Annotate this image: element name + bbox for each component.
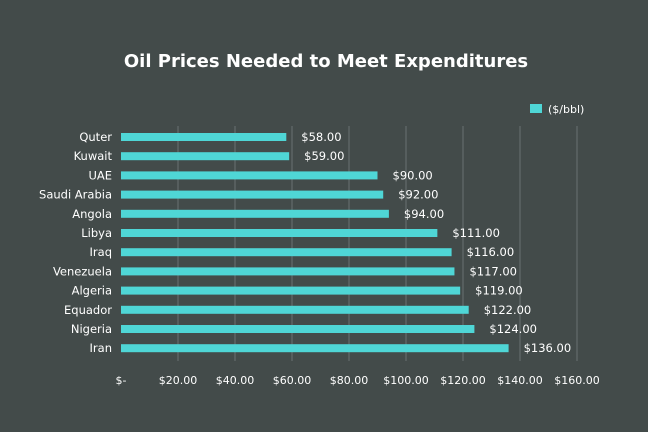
chart-title: Oil Prices Needed to Meet Expenditures bbox=[124, 51, 528, 72]
x-tick-label: $160.00 bbox=[554, 374, 600, 387]
bars bbox=[121, 133, 509, 353]
x-tick-label: $60.00 bbox=[273, 374, 312, 387]
data-label: $94.00 bbox=[404, 207, 444, 221]
data-label: $58.00 bbox=[301, 130, 341, 144]
x-tick-label: $120.00 bbox=[440, 374, 486, 387]
bar bbox=[121, 229, 438, 237]
category-label: UAE bbox=[88, 168, 112, 182]
category-label: Libya bbox=[81, 226, 112, 240]
data-label: $59.00 bbox=[304, 149, 344, 163]
category-label: Kuwait bbox=[74, 149, 113, 163]
data-label: $90.00 bbox=[393, 168, 433, 182]
category-label: Venezuela bbox=[53, 264, 112, 278]
bar bbox=[121, 209, 389, 218]
data-labels: $58.00 $59.00 $90.00 $92.00 $94.00 $111.00 $11… bbox=[301, 130, 571, 355]
bar bbox=[121, 325, 475, 333]
data-label: $124.00 bbox=[489, 322, 537, 336]
data-label: $117.00 bbox=[469, 264, 517, 278]
data-label: $119.00 bbox=[475, 284, 523, 298]
bar bbox=[121, 133, 287, 141]
data-label: $122.00 bbox=[484, 303, 532, 317]
x-axis-tick-labels: $- $20.00 $40.00 $60.00 $80.00 $100.00 $120.00… bbox=[116, 374, 600, 387]
bar bbox=[121, 152, 290, 161]
category-label: Equador bbox=[64, 303, 112, 317]
bar bbox=[121, 190, 384, 199]
bar bbox=[121, 171, 378, 180]
legend: ($/bbl) bbox=[530, 103, 584, 116]
category-labels: Quter Kuwait UAE Saudi Arabia Angola Libya Ira… bbox=[39, 130, 112, 355]
category-label: Quter bbox=[79, 130, 112, 144]
data-label: $136.00 bbox=[524, 341, 572, 355]
data-label: $116.00 bbox=[467, 245, 515, 259]
gridlines bbox=[177, 126, 578, 361]
bar bbox=[121, 305, 469, 314]
data-label: $92.00 bbox=[398, 188, 438, 202]
category-label: Angola bbox=[72, 207, 112, 221]
x-tick-label: $140.00 bbox=[497, 374, 543, 387]
category-label: Iran bbox=[90, 341, 112, 355]
x-tick-label: $- bbox=[116, 374, 127, 387]
legend-swatch bbox=[530, 104, 542, 113]
bar bbox=[121, 248, 452, 257]
data-label: $111.00 bbox=[452, 226, 500, 240]
category-label: Saudi Arabia bbox=[39, 188, 112, 202]
bar bbox=[121, 344, 509, 353]
x-tick-label: $100.00 bbox=[383, 374, 429, 387]
legend-label: ($/bbl) bbox=[548, 103, 584, 116]
bar bbox=[121, 267, 455, 276]
x-tick-label: $40.00 bbox=[216, 374, 255, 387]
category-label: Algeria bbox=[72, 284, 112, 298]
category-label: Nigeria bbox=[71, 322, 112, 336]
category-label: Iraq bbox=[90, 245, 112, 259]
bar bbox=[121, 286, 461, 295]
x-tick-label: $80.00 bbox=[330, 374, 369, 387]
x-tick-label: $20.00 bbox=[159, 374, 198, 387]
